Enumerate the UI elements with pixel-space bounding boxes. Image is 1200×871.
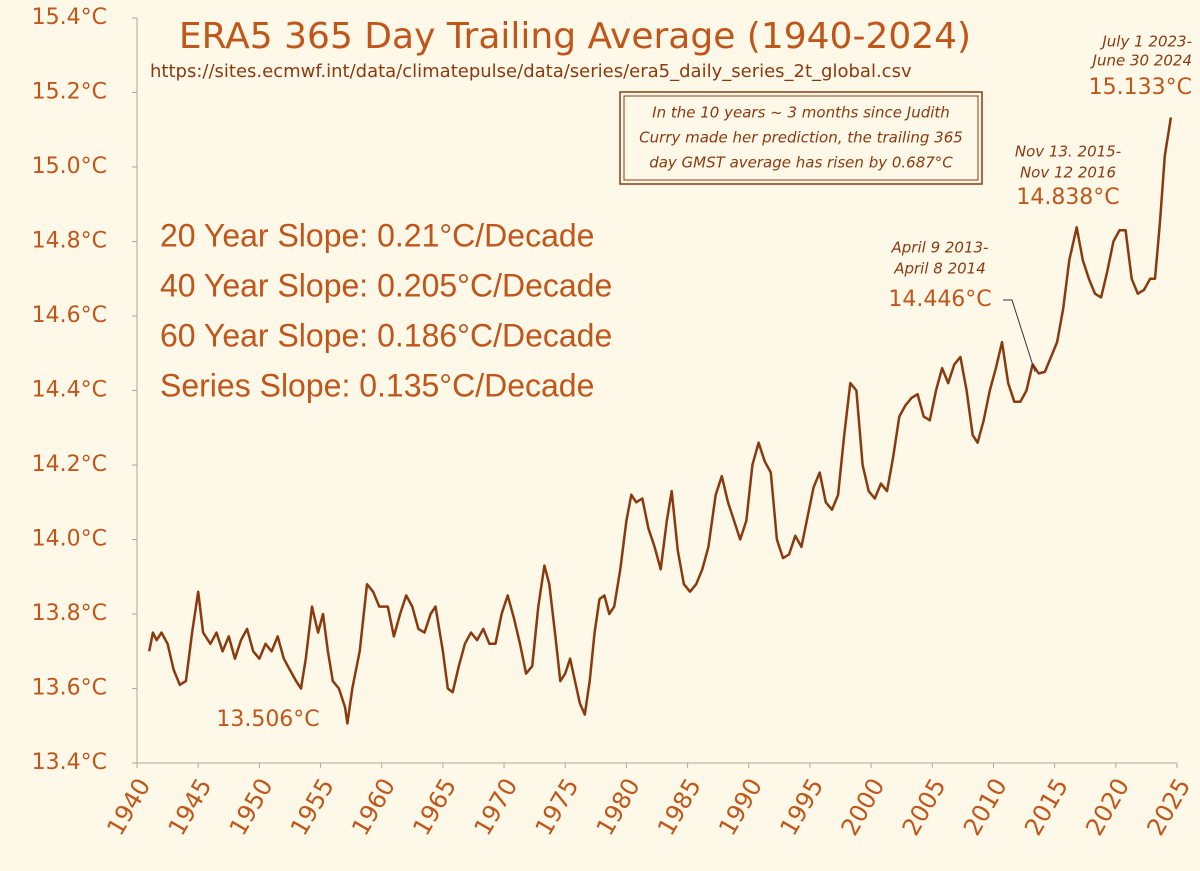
y-tick-label: 15.0°C	[32, 154, 107, 179]
slope-text: 60 Year Slope: 0.186°C/Decade	[160, 317, 612, 353]
y-tick-label: 13.8°C	[32, 601, 107, 626]
note-box	[619, 91, 983, 185]
series-line	[147, 117, 1173, 725]
annotation: 14.838°C	[1016, 185, 1119, 210]
y-tick-label: 14.4°C	[32, 378, 107, 403]
annotation: April 9 2013-	[891, 239, 989, 257]
y-tick-label: 14.2°C	[32, 452, 107, 477]
annotation: 14.446°C	[888, 287, 991, 312]
annotation: 15.133°C	[1089, 75, 1192, 100]
slope-text: Series Slope: 0.135°C/Decade	[160, 367, 594, 403]
annotation: Nov 13. 2015-	[1015, 143, 1121, 161]
y-tick-label: 15.4°C	[32, 5, 107, 30]
note-box-inner	[623, 95, 979, 181]
note-text: In the 10 years ~ 3 months since Judith	[652, 104, 950, 122]
note-text: Curry made her prediction, the trailing …	[639, 129, 963, 147]
annotation: Nov 12 2016	[1020, 164, 1116, 182]
annotation: July 1 2023-	[1099, 33, 1192, 51]
leader-line	[1003, 299, 1036, 373]
y-tick-label: 13.6°C	[32, 676, 107, 701]
y-tick-label: 14.0°C	[32, 527, 107, 552]
slope-text: 20 Year Slope: 0.21°C/Decade	[160, 217, 594, 253]
y-tick-label: 13.4°C	[32, 750, 107, 775]
y-tick-label: 15.2°C	[32, 80, 107, 105]
annotation: April 8 2014	[893, 260, 986, 278]
slope-text: 40 Year Slope: 0.205°C/Decade	[160, 267, 612, 303]
y-tick-label: 14.6°C	[32, 303, 107, 328]
annotation: June 30 2024	[1090, 52, 1192, 70]
annotation: 13.506°C	[216, 707, 319, 732]
chart-subtitle: https://sites.ecmwf.int/data/climatepuls…	[150, 61, 912, 82]
note-text: day GMST average has risen by 0.687°C	[649, 154, 953, 172]
chart-title: ERA5 365 Day Trailing Average (1940-2024…	[179, 16, 971, 57]
y-tick-label: 14.8°C	[32, 229, 107, 254]
